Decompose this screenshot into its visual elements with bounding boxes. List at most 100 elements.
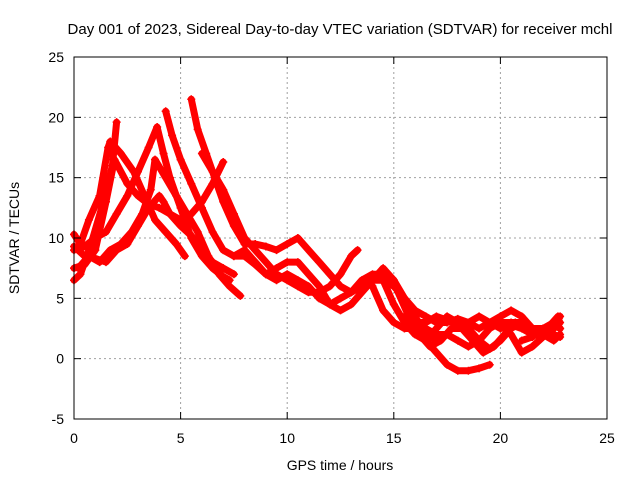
data-point [146,185,155,194]
x-tick-label: 5 [177,430,185,446]
data-point [556,332,565,341]
data-point [161,227,170,236]
y-tick-label: 5 [56,290,64,306]
data-point [347,300,356,309]
data-point [485,360,494,369]
data-point [84,252,93,261]
tick-marks [73,56,608,420]
data-point [95,191,104,200]
data-point [176,221,185,230]
data-point [315,294,324,303]
data-point [155,203,164,212]
data-point [208,167,217,176]
data-point [475,364,484,373]
data-point [112,209,121,218]
x-tick-label: 25 [599,430,615,446]
data-point [272,246,281,255]
data-point [426,342,435,351]
data-point [251,246,260,255]
data-point [229,270,238,279]
y-tick-labels: -5 0 5 10 15 20 25 [48,49,64,427]
data-point [432,324,441,333]
data-point [219,157,228,166]
data-point [464,342,473,351]
data-point [421,318,430,327]
data-point [293,276,302,285]
data-point [153,122,162,131]
grid-lines [74,57,607,419]
data-point [168,131,177,140]
x-tick-labels: 0 5 10 15 20 25 [70,430,615,446]
data-point [475,324,484,333]
data-point [517,336,526,345]
data-point [106,137,115,146]
data-point [144,143,153,152]
data-point [453,320,462,329]
series-line [70,123,234,284]
data-point [336,270,345,279]
y-tick-label: -5 [52,411,65,427]
data-point [187,95,196,104]
data-point [95,258,104,267]
data-point [161,107,170,116]
series-arc-3 [70,137,189,261]
data-point [204,252,213,261]
data-point [549,318,558,327]
y-tick-label: 10 [48,230,64,246]
data-point [379,276,388,285]
x-axis-label: GPS time / hours [287,457,394,473]
data-point [353,246,362,255]
data-point [304,270,313,279]
data-point [180,252,189,261]
data-point [389,318,398,327]
data-point [304,282,313,291]
data-point [325,270,334,279]
data-point [507,320,516,329]
data-point [172,240,181,249]
data-point [116,240,125,249]
data-point [123,191,132,200]
data-point [556,324,565,333]
series-layer [70,95,565,375]
data-point [214,270,223,279]
data-point [187,179,196,188]
data-point [443,360,452,369]
data-point [240,246,249,255]
data-point [411,306,420,315]
data-point [336,306,345,315]
data-point [251,258,260,267]
data-point [464,318,473,327]
data-point [104,143,113,152]
data-point [464,366,473,375]
data-point [475,312,484,321]
x-tick-label: 0 [70,430,78,446]
data-point [293,234,302,242]
data-point [389,300,398,309]
data-point [97,203,106,212]
data-point [176,155,185,164]
data-point [517,324,526,333]
data-point [193,227,202,236]
data-point [379,264,388,273]
data-point [528,332,537,341]
data-point [347,252,356,261]
data-point [394,288,403,297]
data-point [151,155,160,164]
data-point [261,270,270,279]
series-arc-16 [517,318,565,345]
data-point [219,264,228,273]
data-point [84,215,93,224]
data-point [197,149,206,158]
data-point [468,336,477,345]
data-point [496,324,505,333]
data-point [116,149,125,158]
data-point [507,330,516,339]
y-tick-label: 25 [48,49,64,65]
data-point [261,242,270,251]
data-point [127,227,136,236]
data-point [293,258,302,267]
data-point [556,312,565,321]
data-point [400,312,409,321]
data-point [283,240,292,249]
